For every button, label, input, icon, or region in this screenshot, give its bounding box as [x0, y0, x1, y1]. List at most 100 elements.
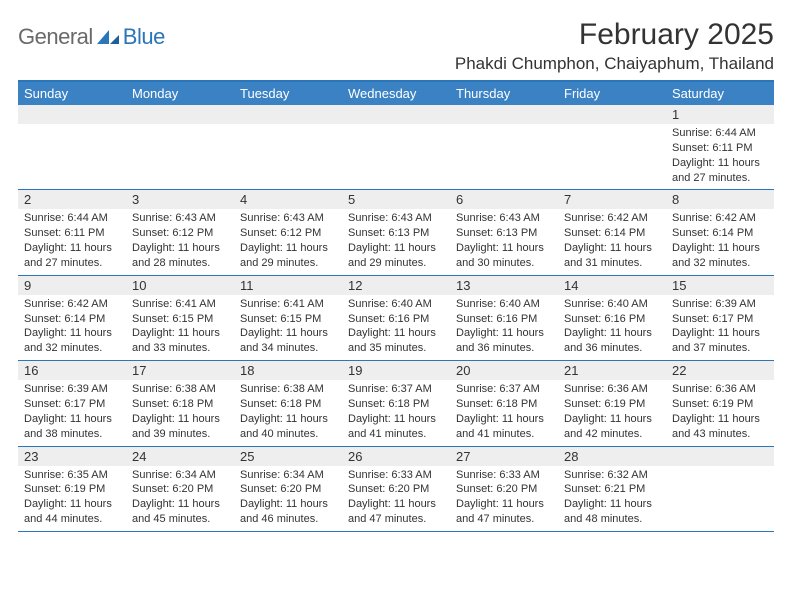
sunrise-text: Sunrise: 6:42 AM: [24, 297, 120, 312]
day-body: Sunrise: 6:37 AMSunset: 6:18 PMDaylight:…: [450, 380, 558, 445]
day-number: 12: [342, 276, 450, 295]
logo-sail-icon: [95, 28, 121, 46]
day-cell: [126, 105, 234, 189]
month-title: February 2025: [455, 18, 774, 52]
day-cell: 1Sunrise: 6:44 AMSunset: 6:11 PMDaylight…: [666, 105, 774, 189]
day-number: [342, 105, 450, 124]
day-number: 4: [234, 190, 342, 209]
day-cell: 12Sunrise: 6:40 AMSunset: 6:16 PMDayligh…: [342, 276, 450, 360]
weekday-label: Thursday: [450, 82, 558, 105]
day-cell: [342, 105, 450, 189]
day-number: 7: [558, 190, 666, 209]
sunset-text: Sunset: 6:12 PM: [132, 226, 228, 241]
day-body: Sunrise: 6:35 AMSunset: 6:19 PMDaylight:…: [18, 466, 126, 531]
day-cell: 22Sunrise: 6:36 AMSunset: 6:19 PMDayligh…: [666, 361, 774, 445]
daylight-text: Daylight: 11 hours and 44 minutes.: [24, 497, 120, 527]
day-number: 24: [126, 447, 234, 466]
day-number: 23: [18, 447, 126, 466]
day-body: Sunrise: 6:43 AMSunset: 6:13 PMDaylight:…: [450, 209, 558, 274]
day-body: Sunrise: 6:34 AMSunset: 6:20 PMDaylight:…: [234, 466, 342, 531]
location-subtitle: Phakdi Chumphon, Chaiyaphum, Thailand: [455, 54, 774, 74]
day-body: Sunrise: 6:39 AMSunset: 6:17 PMDaylight:…: [666, 295, 774, 360]
daylight-text: Daylight: 11 hours and 46 minutes.: [240, 497, 336, 527]
week-row: 2Sunrise: 6:44 AMSunset: 6:11 PMDaylight…: [18, 190, 774, 275]
weekday-header-row: SundayMondayTuesdayWednesdayThursdayFrid…: [18, 82, 774, 105]
day-cell: 4Sunrise: 6:43 AMSunset: 6:12 PMDaylight…: [234, 190, 342, 274]
day-body: Sunrise: 6:39 AMSunset: 6:17 PMDaylight:…: [18, 380, 126, 445]
day-cell: [666, 447, 774, 531]
weekday-label: Monday: [126, 82, 234, 105]
day-number: 10: [126, 276, 234, 295]
day-number: [18, 105, 126, 124]
day-number: 1: [666, 105, 774, 124]
day-body: Sunrise: 6:43 AMSunset: 6:12 PMDaylight:…: [234, 209, 342, 274]
sunset-text: Sunset: 6:16 PM: [348, 312, 444, 327]
sunrise-text: Sunrise: 6:37 AM: [348, 382, 444, 397]
daylight-text: Daylight: 11 hours and 35 minutes.: [348, 326, 444, 356]
day-cell: 6Sunrise: 6:43 AMSunset: 6:13 PMDaylight…: [450, 190, 558, 274]
day-body: Sunrise: 6:44 AMSunset: 6:11 PMDaylight:…: [18, 209, 126, 274]
day-cell: 17Sunrise: 6:38 AMSunset: 6:18 PMDayligh…: [126, 361, 234, 445]
day-body: Sunrise: 6:37 AMSunset: 6:18 PMDaylight:…: [342, 380, 450, 445]
logo-text-general: General: [18, 24, 93, 50]
daylight-text: Daylight: 11 hours and 27 minutes.: [24, 241, 120, 271]
day-cell: 7Sunrise: 6:42 AMSunset: 6:14 PMDaylight…: [558, 190, 666, 274]
sunrise-text: Sunrise: 6:37 AM: [456, 382, 552, 397]
day-cell: 28Sunrise: 6:32 AMSunset: 6:21 PMDayligh…: [558, 447, 666, 531]
day-body: Sunrise: 6:43 AMSunset: 6:13 PMDaylight:…: [342, 209, 450, 274]
day-cell: 21Sunrise: 6:36 AMSunset: 6:19 PMDayligh…: [558, 361, 666, 445]
day-body: Sunrise: 6:43 AMSunset: 6:12 PMDaylight:…: [126, 209, 234, 274]
day-cell: [234, 105, 342, 189]
day-number: 15: [666, 276, 774, 295]
week-row: 23Sunrise: 6:35 AMSunset: 6:19 PMDayligh…: [18, 447, 774, 532]
day-number: 21: [558, 361, 666, 380]
daylight-text: Daylight: 11 hours and 43 minutes.: [672, 412, 768, 442]
sunset-text: Sunset: 6:16 PM: [456, 312, 552, 327]
day-cell: 9Sunrise: 6:42 AMSunset: 6:14 PMDaylight…: [18, 276, 126, 360]
day-number: 20: [450, 361, 558, 380]
day-cell: 24Sunrise: 6:34 AMSunset: 6:20 PMDayligh…: [126, 447, 234, 531]
weekday-label: Friday: [558, 82, 666, 105]
day-cell: 16Sunrise: 6:39 AMSunset: 6:17 PMDayligh…: [18, 361, 126, 445]
day-number: 28: [558, 447, 666, 466]
sunrise-text: Sunrise: 6:39 AM: [24, 382, 120, 397]
sunset-text: Sunset: 6:20 PM: [240, 482, 336, 497]
day-cell: 25Sunrise: 6:34 AMSunset: 6:20 PMDayligh…: [234, 447, 342, 531]
week-row: 1Sunrise: 6:44 AMSunset: 6:11 PMDaylight…: [18, 105, 774, 190]
daylight-text: Daylight: 11 hours and 32 minutes.: [24, 326, 120, 356]
weekday-label: Sunday: [18, 82, 126, 105]
day-cell: 26Sunrise: 6:33 AMSunset: 6:20 PMDayligh…: [342, 447, 450, 531]
day-number: 25: [234, 447, 342, 466]
sunrise-text: Sunrise: 6:35 AM: [24, 468, 120, 483]
logo-text-blue: Blue: [123, 24, 165, 50]
day-number: 18: [234, 361, 342, 380]
sunrise-text: Sunrise: 6:34 AM: [132, 468, 228, 483]
sunset-text: Sunset: 6:13 PM: [456, 226, 552, 241]
day-number: 17: [126, 361, 234, 380]
day-number: 19: [342, 361, 450, 380]
sunrise-text: Sunrise: 6:36 AM: [564, 382, 660, 397]
day-cell: 3Sunrise: 6:43 AMSunset: 6:12 PMDaylight…: [126, 190, 234, 274]
sunrise-text: Sunrise: 6:42 AM: [672, 211, 768, 226]
daylight-text: Daylight: 11 hours and 28 minutes.: [132, 241, 228, 271]
day-body: Sunrise: 6:42 AMSunset: 6:14 PMDaylight:…: [666, 209, 774, 274]
day-body: Sunrise: 6:32 AMSunset: 6:21 PMDaylight:…: [558, 466, 666, 531]
sunrise-text: Sunrise: 6:41 AM: [132, 297, 228, 312]
sunset-text: Sunset: 6:11 PM: [24, 226, 120, 241]
day-number: [450, 105, 558, 124]
sunrise-text: Sunrise: 6:34 AM: [240, 468, 336, 483]
sunrise-text: Sunrise: 6:44 AM: [24, 211, 120, 226]
daylight-text: Daylight: 11 hours and 47 minutes.: [456, 497, 552, 527]
day-cell: 15Sunrise: 6:39 AMSunset: 6:17 PMDayligh…: [666, 276, 774, 360]
day-cell: 10Sunrise: 6:41 AMSunset: 6:15 PMDayligh…: [126, 276, 234, 360]
daylight-text: Daylight: 11 hours and 29 minutes.: [348, 241, 444, 271]
day-number: 26: [342, 447, 450, 466]
sunrise-text: Sunrise: 6:40 AM: [456, 297, 552, 312]
daylight-text: Daylight: 11 hours and 40 minutes.: [240, 412, 336, 442]
sunset-text: Sunset: 6:18 PM: [456, 397, 552, 412]
sunset-text: Sunset: 6:17 PM: [24, 397, 120, 412]
sunset-text: Sunset: 6:16 PM: [564, 312, 660, 327]
daylight-text: Daylight: 11 hours and 33 minutes.: [132, 326, 228, 356]
sunset-text: Sunset: 6:20 PM: [348, 482, 444, 497]
weekday-label: Saturday: [666, 82, 774, 105]
